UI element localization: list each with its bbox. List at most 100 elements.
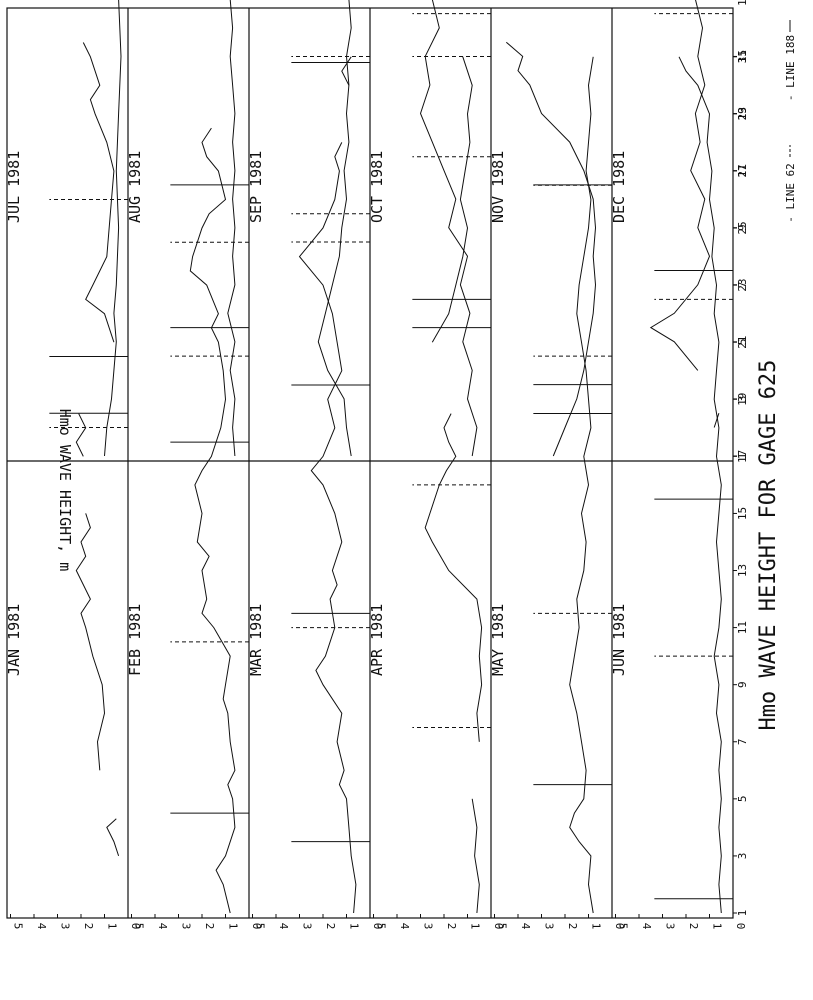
x-tick-label: 21 [736, 336, 749, 349]
y-axis-label: Hmo WAVE HEIGHT, m [56, 409, 74, 572]
panel-label: JUN 1981 [610, 604, 628, 676]
y-tick-label: 0 [734, 923, 747, 930]
y-tick-label: 2 [324, 923, 337, 930]
wave-height-series [75, 513, 106, 771]
panel-feb-1981: FEB 1981 [126, 127, 249, 914]
panel-label: AUG 1981 [126, 151, 144, 223]
x-tick-label: 5 [736, 339, 749, 346]
x-tick-label: 3 [736, 396, 749, 403]
x-tick-label: 11 [736, 621, 749, 634]
legend-label: - LINE 62 [784, 163, 797, 223]
legend-label: - LINE 188 [784, 35, 797, 101]
panel-label: DEC 1981 [610, 151, 628, 223]
y-tick-label: 4 [35, 923, 48, 930]
wave-height-series [471, 798, 480, 914]
y-tick-label: 0 [613, 923, 626, 930]
y-tick-label: 0 [129, 923, 142, 930]
x-tick-label: 19 [736, 393, 749, 406]
x-tick-label: 1 [736, 910, 749, 917]
y-tick-label: 2 [82, 923, 95, 930]
panel-label: OCT 1981 [368, 151, 386, 223]
panel-jun-1981: JUN 1981 [610, 56, 733, 914]
y-tick-label: 1 [469, 923, 482, 930]
wave-height-series [189, 127, 236, 914]
panel-label: MAY 1981 [489, 604, 507, 676]
y-tick-label: 4 [519, 923, 532, 930]
wave-height-series [317, 0, 352, 457]
wave-height-series [419, 0, 478, 457]
y-tick-label: 5 [617, 923, 630, 930]
panel-label: NOV 1981 [489, 151, 507, 223]
panel-apr-1981: APR 1981 [368, 56, 491, 914]
panel-label: APR 1981 [368, 604, 386, 676]
x-tick-label: 23 [736, 278, 749, 291]
y-tick-label: 5 [375, 923, 388, 930]
x-tick-label: 27 [736, 164, 749, 177]
wave-height-series [227, 0, 236, 457]
y-tick-label: 1 [590, 923, 603, 930]
x-tick-label: 3 [736, 853, 749, 860]
panel-oct-1981: OCT 1981 [368, 0, 491, 457]
wave-height-series [298, 142, 357, 914]
y-tick-label: 3 [180, 923, 193, 930]
x-tick-label: 17 [736, 0, 749, 6]
x-tick-label: 15 [736, 507, 749, 520]
panel-label: MAR 1981 [247, 604, 265, 676]
x-tick-label: 11 [736, 164, 749, 177]
panel-mar-1981: MAR 1981 [247, 56, 370, 914]
x-tick-label: 29 [736, 107, 749, 120]
panel-label: SEP 1981 [247, 151, 265, 223]
wave-height-series [104, 0, 122, 457]
x-tick-label: 5 [736, 796, 749, 803]
y-tick-label: 1 [227, 923, 240, 930]
panel-frame [6, 7, 734, 919]
y-tick-label: 3 [422, 923, 435, 930]
panel-aug-1981: AUG 1981 [126, 0, 249, 457]
y-tick-label: 0 [250, 923, 263, 930]
wave-height-series [75, 413, 87, 457]
panel-jan-1981: JAN 1981 [5, 42, 128, 857]
x-tick-label: 13 [736, 107, 749, 120]
panel-nov-1981: NOV 1981 [489, 41, 612, 457]
panel-sep-1981: SEP 1981 [247, 0, 370, 457]
x-tick-label: 25 [736, 221, 749, 234]
y-tick-label: 2 [445, 923, 458, 930]
legend-item-dashed: - LINE 62 [784, 145, 797, 223]
y-tick-label: 4 [277, 923, 290, 930]
y-tick-label: 3 [301, 923, 314, 930]
y-tick-label: 5 [133, 923, 146, 930]
wave-height-series [569, 56, 594, 914]
panel-dec-1981: DEC 1981 [610, 0, 733, 428]
panel-label: FEB 1981 [126, 604, 144, 676]
panels: JAN 1981 FEB 1981 MAR 1981 APR 1981 MAY 1981… [5, 0, 733, 914]
x-tick-label: 7 [736, 738, 749, 745]
legend: - LINE 62 - LINE 188 [784, 20, 797, 223]
y-tick-label: 0 [492, 923, 505, 930]
y-tick-label: 3 [59, 923, 72, 930]
x-tick-label: 31 [736, 50, 749, 63]
y-tick-label: 1 [348, 923, 361, 930]
y-tick-label: 4 [640, 923, 653, 930]
y-tick-label: 3 [543, 923, 556, 930]
wave-height-series [713, 413, 720, 428]
x-tick-label: 1 [736, 453, 749, 460]
legend-item-solid: - LINE 188 [784, 20, 797, 101]
y-tick-label: 4 [398, 923, 411, 930]
y-tick-label: 4 [156, 923, 169, 930]
y-tick-label: 5 [254, 923, 267, 930]
chart-title: Hmo WAVE HEIGHT FOR GAGE 625 [756, 360, 781, 731]
x-tick-label: 9 [736, 224, 749, 231]
wave-height-series [341, 56, 352, 86]
x-tick-label: 13 [736, 564, 749, 577]
wave-height-series [431, 56, 473, 343]
wave-height-series [424, 413, 483, 742]
y-tick-label: 5 [496, 923, 509, 930]
wave-height-series [106, 818, 120, 857]
y-tick-label: 1 [711, 923, 724, 930]
y-tick-label: 5 [12, 923, 25, 930]
y-tick-label: 2 [566, 923, 579, 930]
x-tick-label: 17 [736, 450, 749, 463]
x-tick-label: 9 [736, 681, 749, 688]
y-tick-label: 1 [106, 923, 119, 930]
